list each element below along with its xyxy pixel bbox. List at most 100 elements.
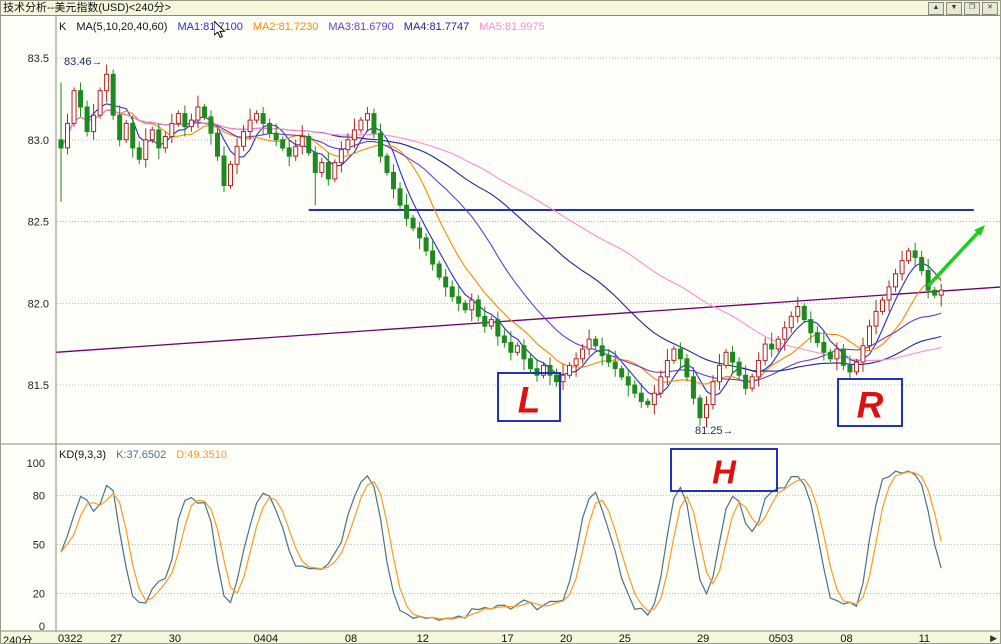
candle-body: [795, 306, 801, 317]
candle-body: [123, 122, 129, 141]
candle-body: [169, 122, 175, 138]
candle-body: [893, 273, 899, 288]
up-arrow[interactable]: [927, 231, 980, 287]
candle-body: [377, 132, 383, 157]
candle-body: [364, 113, 370, 121]
candle-body: [834, 348, 840, 360]
candle-body: [775, 338, 781, 350]
annotation-letter-R[interactable]: R: [857, 385, 884, 426]
x-axis-label: 30: [169, 633, 181, 644]
legend-k-label: K: [59, 21, 67, 33]
candle-body: [690, 376, 696, 399]
window-title: 技术分析--美元指数(USD)<240分>: [3, 1, 172, 14]
candle-body: [436, 263, 442, 278]
trend-line[interactable]: [55, 286, 1001, 353]
candle-body: [254, 113, 260, 121]
candle-body: [449, 286, 455, 298]
candle-body: [260, 113, 266, 124]
candle-body: [651, 392, 657, 406]
kd-axis-label: 100: [27, 458, 45, 470]
ma-line-10: [60, 109, 942, 385]
candle-body: [241, 131, 247, 147]
candle-body: [234, 145, 240, 165]
x-axis-label: 27: [110, 633, 122, 644]
price-label-low: 81.25→: [695, 425, 734, 437]
annotation-box-H[interactable]: [670, 448, 778, 492]
scroll-down-icon[interactable]: ▼: [946, 1, 962, 15]
candle-body: [697, 397, 703, 419]
candle-body: [860, 345, 866, 363]
candle-body: [456, 296, 462, 304]
candle-body: [717, 364, 723, 383]
candle-body: [808, 319, 814, 334]
candle-body: [573, 358, 579, 366]
candle-body: [925, 270, 931, 291]
candle-body: [586, 338, 592, 350]
candle-body: [540, 364, 546, 376]
kd-axis-label: 20: [33, 588, 45, 600]
candle-body: [827, 351, 833, 360]
candle-body: [488, 319, 494, 327]
candle-body: [247, 119, 253, 132]
candle-body: [514, 345, 520, 353]
candle-body: [801, 306, 807, 321]
candle-body: [149, 129, 155, 141]
candle-body: [306, 136, 312, 154]
candle-body: [469, 299, 475, 311]
candle-body: [195, 106, 201, 121]
candle-body: [228, 163, 234, 187]
legend-ma5: MA5:81.9975: [479, 21, 545, 33]
candle-body: [462, 302, 468, 311]
candle-body: [345, 139, 351, 151]
annotation-box-R[interactable]: [837, 378, 903, 427]
kd-k-value: K:37.6502: [116, 449, 167, 461]
candle-body: [932, 289, 938, 296]
candle-body: [730, 351, 736, 363]
candle-body: [658, 376, 664, 394]
candle-body: [208, 116, 214, 134]
candle-body: [938, 289, 944, 296]
candle-body: [612, 361, 618, 370]
candle-body: [65, 122, 71, 149]
candle-body: [162, 136, 168, 149]
close-icon[interactable]: ✕: [982, 1, 998, 15]
candle-body: [286, 147, 292, 157]
annotation-letter-L[interactable]: L: [518, 379, 541, 420]
restore-icon[interactable]: ❐: [964, 1, 980, 15]
candle-body: [201, 106, 207, 118]
kd-legend: KD(9,3,3) K:37.6502 D:49.3510: [59, 449, 227, 461]
legend-ma2: MA2:81.7230: [252, 21, 319, 33]
candle-body: [280, 139, 286, 149]
candle-body: [351, 129, 357, 141]
kd-axis-label: 0: [39, 621, 45, 633]
scroll-up-icon[interactable]: ▲: [928, 1, 944, 15]
candle-body: [371, 113, 377, 134]
candle-body: [78, 90, 84, 108]
y-axis-label: 81.5: [28, 380, 49, 392]
candle-body: [880, 299, 886, 312]
legend-ma4: MA4:81.7747: [403, 21, 470, 33]
candle-body: [91, 114, 97, 133]
period-label: 240分: [3, 635, 33, 644]
candle-body: [156, 129, 162, 149]
candle-body: [788, 315, 794, 329]
candle-body: [580, 348, 586, 360]
candle-body: [677, 348, 683, 360]
candle-body: [743, 374, 749, 389]
main-chart-legend: K MA(5,10,20,40,60) MA1:81.7100 MA2:81.72…: [59, 21, 555, 33]
bottom-axis-strip: [1, 631, 1000, 643]
candle-body: [632, 384, 638, 394]
kd-axis-label: 80: [33, 491, 45, 503]
scroll-right-icon[interactable]: ▶: [990, 633, 997, 643]
candle-body: [501, 335, 507, 343]
candle-body: [638, 392, 644, 402]
candle-body: [866, 325, 872, 347]
annotation-letter-H[interactable]: H: [712, 453, 737, 490]
candle-body: [756, 360, 762, 378]
candle-body: [58, 139, 64, 149]
candle-body: [221, 155, 227, 187]
candle-body: [782, 327, 788, 340]
annotation-box-L[interactable]: [497, 372, 561, 422]
candle-body: [723, 351, 729, 366]
